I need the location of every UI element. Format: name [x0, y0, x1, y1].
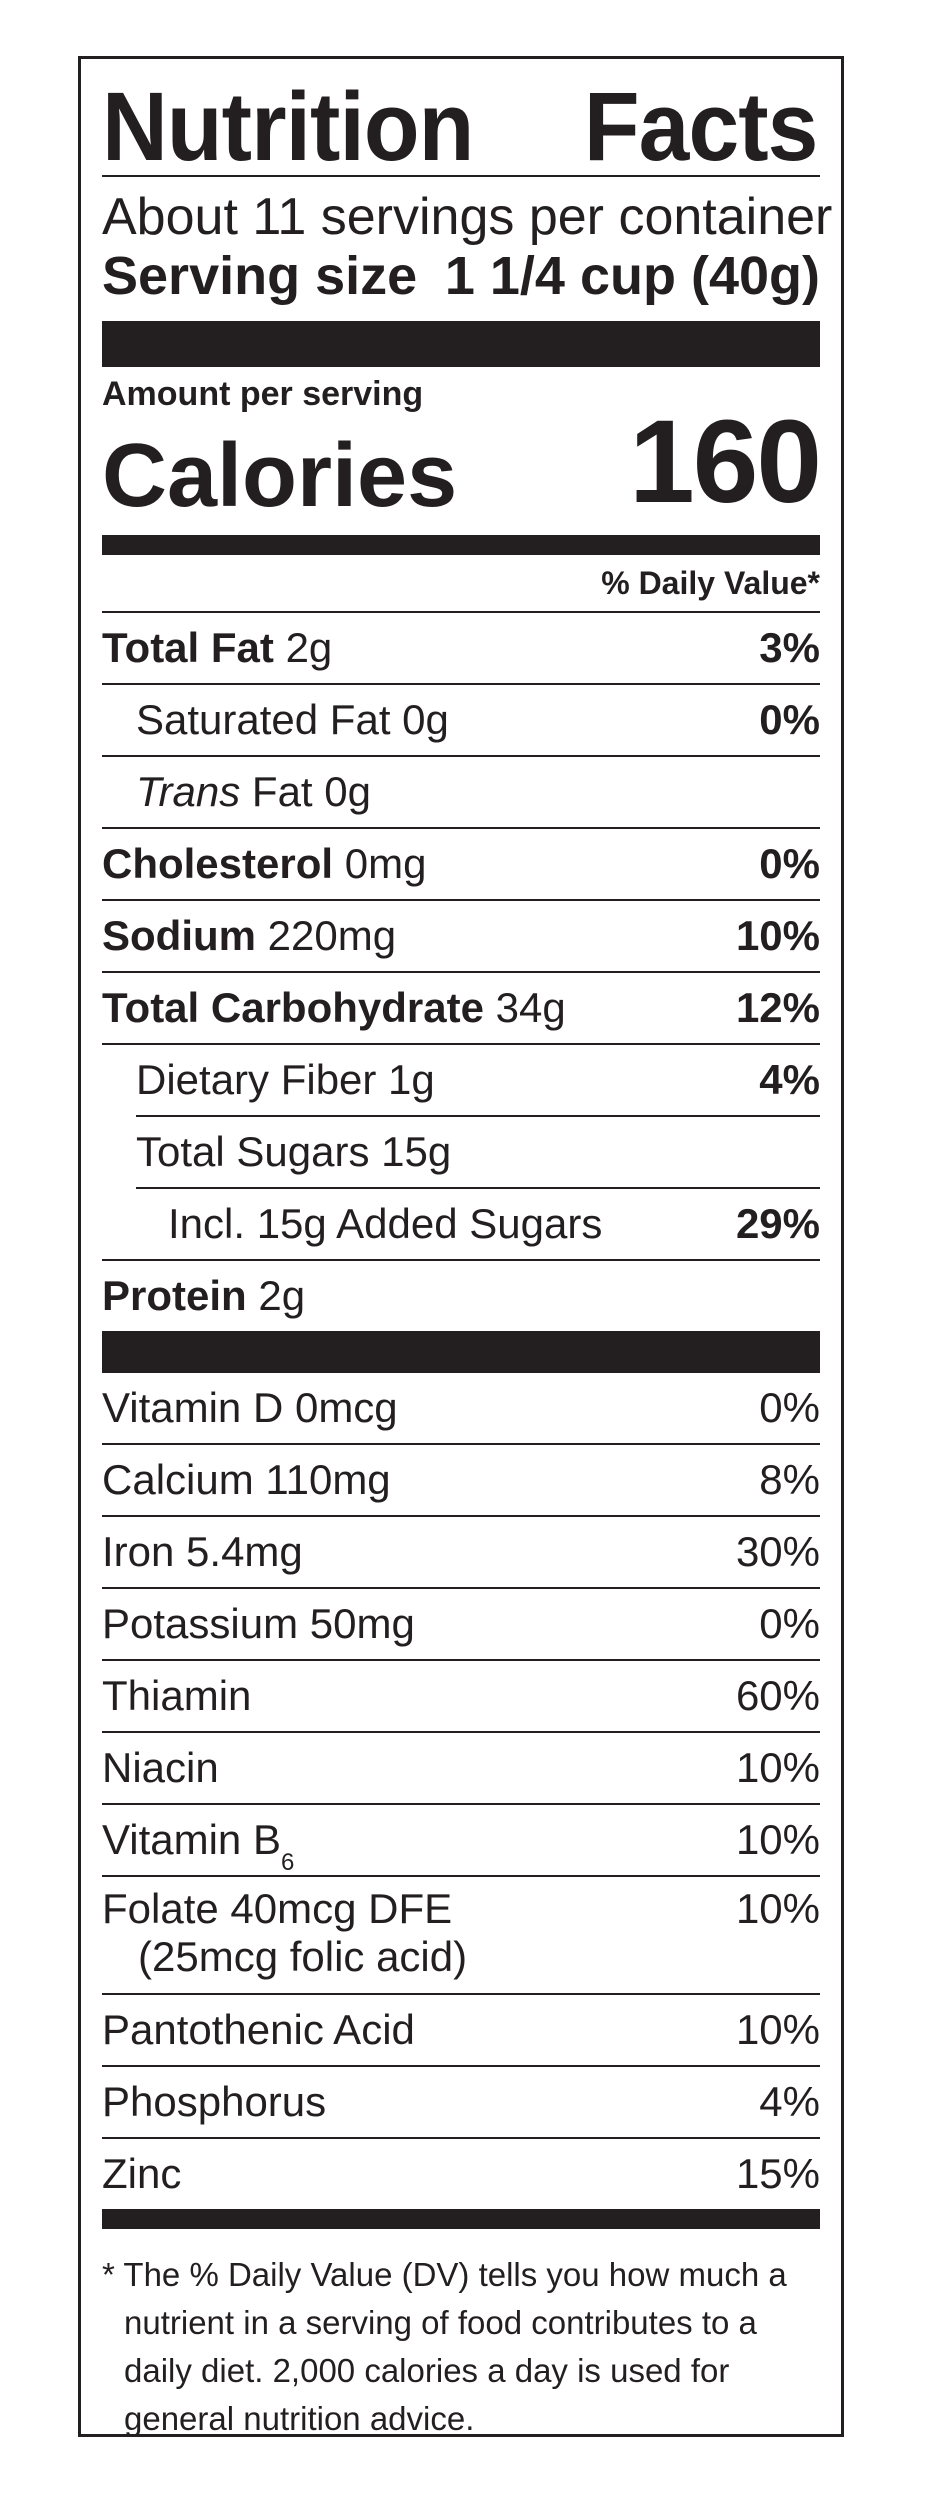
vitamin-name: Iron 5.4mg — [102, 1528, 303, 1575]
nutrient-dv: 12% — [735, 984, 820, 1031]
nutrient-row-trans-fat: Trans Fat 0g — [102, 755, 820, 827]
nutrient-name: Dietary Fiber 1g — [136, 1056, 435, 1103]
vitamin-row-calcium: Calcium 110mg 8% — [102, 1443, 820, 1515]
nutrient-dv: 10% — [735, 912, 820, 959]
vitamin-name: Calcium 110mg — [102, 1456, 391, 1503]
nutrient-row-cholesterol: Cholesterol 0mg 0% — [102, 827, 820, 899]
serving-size-label: Serving size — [102, 246, 418, 306]
vitamin-dv: 0% — [759, 1384, 820, 1431]
nutrient-row-total-carbohydrate: Total Carbohydrate 34g 12% — [102, 971, 820, 1043]
vitamin-name: Vitamin D 0mcg — [102, 1384, 398, 1431]
vitamin-row-iron: Iron 5.4mg 30% — [102, 1515, 820, 1587]
nutrient-dv: 4% — [759, 1056, 820, 1103]
calories-row: Calories 160 — [102, 396, 822, 528]
vitamin-name: Pantothenic Acid — [102, 2006, 415, 2053]
vitamin-name: Niacin — [102, 1744, 219, 1791]
nutrient-row-total-fat: Total Fat 2g 3% — [102, 611, 820, 683]
serving-size-value: 1 1/4 cup (40g) — [444, 246, 820, 306]
nutrient-dv: 3% — [759, 624, 820, 671]
nutrition-facts-panel: Nutrition Facts About 11 servings per co… — [78, 56, 844, 2437]
nutrient-name: Total Carbohydrate — [102, 984, 484, 1031]
vitamin-row-potassium: Potassium 50mg 0% — [102, 1587, 820, 1659]
nutrient-name: Total Fat — [102, 624, 274, 671]
vitamin-dv: 30% — [735, 1528, 820, 1575]
vitamin-dv: 8% — [759, 1456, 820, 1503]
nutrient-dv: 0% — [759, 696, 820, 743]
vitamin-divider — [102, 1331, 820, 1373]
thick-divider — [102, 321, 820, 367]
vitamin-name: Zinc — [102, 2150, 182, 2197]
nutrient-name: Saturated Fat 0g — [136, 696, 449, 743]
nutrient-amount: 34g — [495, 984, 566, 1031]
vitamin-row-vitamin-b6: Vitamin B6 10% — [102, 1803, 820, 1876]
nutrient-name: Total Sugars 15g — [136, 1128, 452, 1175]
footnote-divider — [102, 2209, 820, 2229]
divider — [102, 175, 820, 177]
vitamin-dv: 0% — [759, 1600, 820, 1647]
vitamin-name: Potassium 50mg — [102, 1600, 415, 1647]
medium-divider — [102, 535, 820, 555]
nutrient-dv: 0% — [759, 840, 820, 887]
servings-per-container: About 11 servings per container — [102, 188, 833, 246]
nutrient-name: Sodium — [102, 912, 256, 959]
vitamin-dv: 60% — [735, 1672, 820, 1719]
nutrient-row-protein: Protein 2g — [102, 1259, 820, 1331]
vitamin-row-folate: Folate 40mcg DFE (25mcg folic acid) 10% — [102, 1875, 820, 1993]
vitamin-name: Thiamin — [102, 1672, 252, 1719]
vitamin-name: Folate 40mcg DFE — [102, 1885, 453, 1932]
calories-label: Calories — [102, 426, 458, 526]
nutrient-name-italic: Trans — [136, 768, 241, 815]
nutrient-row-saturated-fat: Saturated Fat 0g 0% — [102, 683, 820, 755]
nutrient-row-sodium: Sodium 220mg 10% — [102, 899, 820, 971]
vitamin-dv: 10% — [735, 2006, 820, 2053]
vitamin-name: Vitamin B — [102, 1816, 281, 1863]
nutrient-row-added-sugars: Incl. 15g Added Sugars 29% — [136, 1187, 820, 1259]
nutrient-name: Fat 0g — [251, 768, 371, 815]
vitamin-row-pantothenic-acid: Pantothenic Acid 10% — [102, 1993, 820, 2065]
amount-per-serving: Amount per serving — [102, 375, 424, 413]
daily-value-footnote: * The % Daily Value (DV) tells you how m… — [102, 2256, 787, 2437]
vitamin-row-thiamin: Thiamin 60% — [102, 1659, 820, 1731]
nutrient-name: Cholesterol — [102, 840, 334, 887]
nutrient-amount: 2g — [285, 624, 333, 671]
vitamin-name: Phosphorus — [102, 2078, 327, 2125]
vitamin-dv: 10% — [735, 1816, 820, 1863]
title-facts: Facts — [583, 72, 818, 181]
vitamin-row-vitamin-d: Vitamin D 0mcg 0% — [102, 1373, 820, 1443]
nutrient-name: Incl. 15g Added Sugars — [168, 1200, 603, 1247]
vitamin-row-phosphorus: Phosphorus 4% — [102, 2065, 820, 2137]
vitamin-row-niacin: Niacin 10% — [102, 1731, 820, 1803]
vitamin-dv: 4% — [759, 2078, 820, 2125]
nutrient-amount: 220mg — [267, 912, 397, 959]
nutrient-amount: 0mg — [344, 840, 427, 887]
title-nutrition: Nutrition — [102, 72, 474, 181]
vitamin-subscript: 6 — [280, 1849, 295, 1876]
panel-title: Nutrition Facts — [102, 65, 818, 181]
vitamin-dv: 10% — [735, 1885, 820, 1932]
nutrient-dv: 29% — [735, 1200, 820, 1247]
vitamin-dv: 10% — [735, 1744, 820, 1791]
vitamin-name-line2: (25mcg folic acid) — [138, 1933, 468, 1980]
serving-size: Serving size 1 1/4 cup (40g) — [102, 249, 820, 307]
nutrient-row-dietary-fiber: Dietary Fiber 1g 4% — [102, 1043, 820, 1115]
vitamin-dv: 15% — [735, 2150, 820, 2197]
nutrient-amount: 2g — [258, 1272, 306, 1319]
calories-value: 160 — [629, 396, 822, 528]
daily-value-header: % Daily Value* — [601, 565, 820, 601]
nutrient-row-total-sugars: Total Sugars 15g — [136, 1115, 820, 1187]
vitamin-row-zinc: Zinc 15% — [102, 2137, 820, 2209]
nutrient-name: Protein — [102, 1272, 247, 1319]
